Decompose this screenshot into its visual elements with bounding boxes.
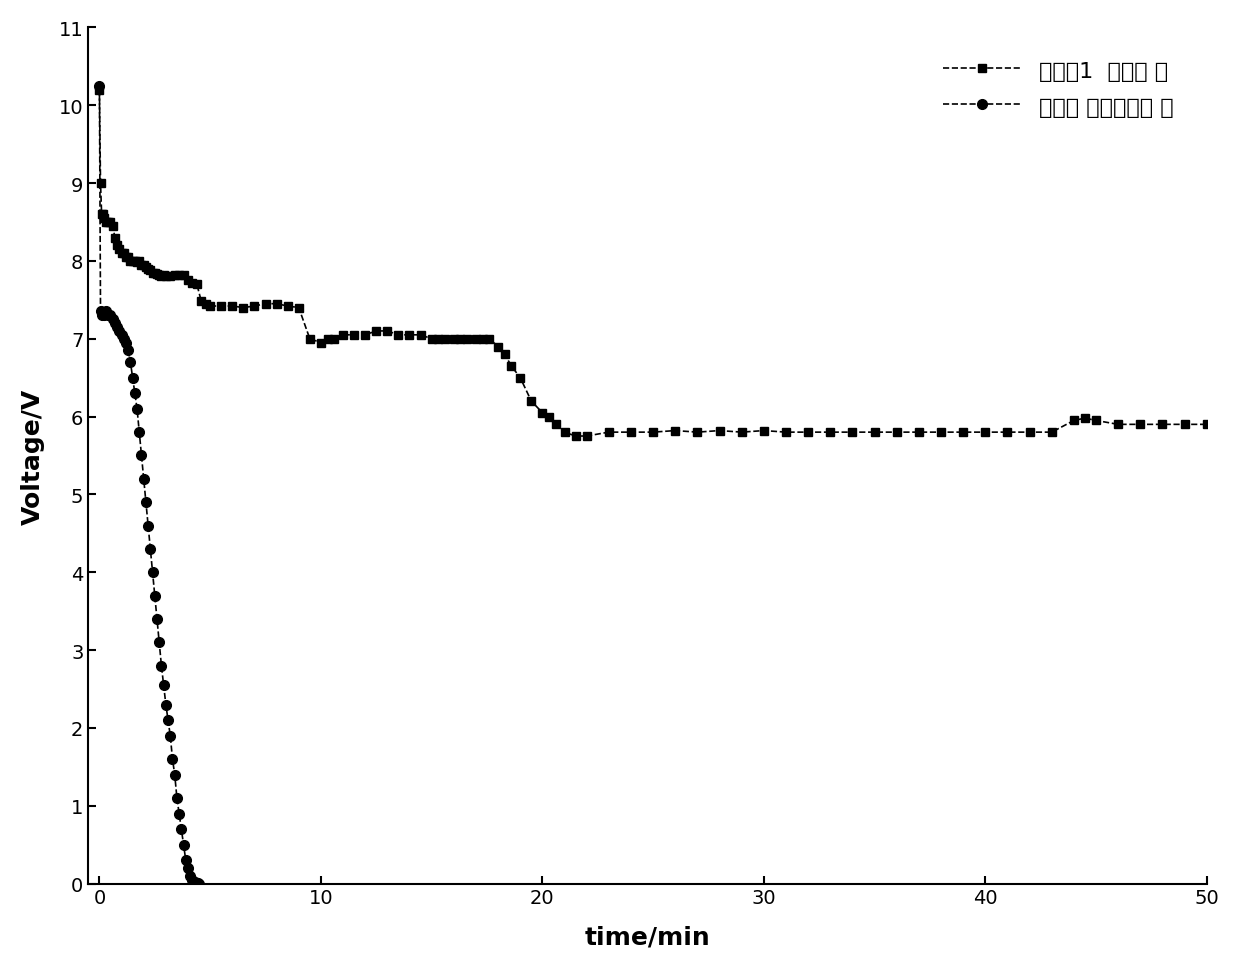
恒电流 密度启动方 法 bbox=[120, 345, 135, 357]
恒电流 密度启动方 法 bbox=[109, 322, 124, 333]
恒电流 密度启动方 法 bbox=[97, 310, 112, 322]
恒电流 密度启动方 法 bbox=[117, 333, 131, 345]
恒电流 密度启动方 法 bbox=[125, 372, 140, 384]
恒电流 密度启动方 法 bbox=[140, 520, 155, 532]
恒电流 密度启动方 法 bbox=[100, 310, 115, 322]
实施例1  启动方 法 bbox=[413, 329, 428, 341]
恒电流 密度启动方 法 bbox=[161, 714, 176, 726]
恒电流 密度启动方 法 bbox=[150, 613, 165, 625]
恒电流 密度启动方 法 bbox=[185, 874, 200, 886]
恒电流 密度启动方 法 bbox=[179, 855, 193, 866]
恒电流 密度启动方 法 bbox=[176, 839, 191, 851]
恒电流 密度启动方 法 bbox=[191, 878, 206, 890]
恒电流 密度启动方 法 bbox=[170, 793, 185, 804]
恒电流 密度启动方 法 bbox=[136, 474, 151, 485]
恒电流 密度启动方 法 bbox=[171, 808, 186, 820]
恒电流 密度启动方 法 bbox=[145, 567, 160, 578]
恒电流 密度启动方 法 bbox=[167, 769, 182, 781]
恒电流 密度启动方 法 bbox=[114, 329, 129, 341]
恒电流 密度启动方 法 bbox=[112, 326, 126, 337]
恒电流 密度启动方 法 bbox=[99, 306, 114, 318]
恒电流 密度启动方 法 bbox=[148, 590, 162, 602]
恒电流 密度启动方 法 bbox=[128, 388, 143, 399]
恒电流 密度启动方 法 bbox=[187, 876, 202, 888]
恒电流 密度启动方 法 bbox=[131, 427, 146, 439]
恒电流 密度启动方 法 bbox=[156, 679, 171, 691]
实施例1  启动方 法 bbox=[557, 427, 572, 439]
恒电流 密度启动方 法 bbox=[181, 862, 196, 874]
恒电流 密度启动方 法 bbox=[182, 870, 197, 882]
恒电流 密度启动方 法 bbox=[105, 314, 120, 326]
恒电流 密度启动方 法 bbox=[192, 878, 207, 890]
实施例1  启动方 法 bbox=[190, 279, 205, 291]
恒电流 密度启动方 法 bbox=[93, 306, 108, 318]
Y-axis label: Voltage/V: Voltage/V bbox=[21, 388, 45, 524]
Line: 恒电流 密度启动方 法: 恒电流 密度启动方 法 bbox=[94, 81, 203, 889]
实施例1  启动方 法 bbox=[1199, 420, 1214, 431]
恒电流 密度启动方 法 bbox=[130, 403, 145, 415]
恒电流 密度启动方 法 bbox=[165, 754, 180, 766]
实施例1  启动方 法 bbox=[92, 84, 107, 96]
恒电流 密度启动方 法 bbox=[92, 80, 107, 92]
恒电流 密度启动方 法 bbox=[159, 699, 174, 710]
恒电流 密度启动方 法 bbox=[108, 318, 123, 329]
恒电流 密度启动方 法 bbox=[154, 660, 169, 672]
实施例1  启动方 法 bbox=[513, 372, 528, 384]
恒电流 密度启动方 法 bbox=[103, 310, 118, 322]
Legend: 实施例1  启动方 法, 恒电流 密度启动方 法: 实施例1 启动方 法, 恒电流 密度启动方 法 bbox=[932, 47, 1184, 129]
实施例1  启动方 法 bbox=[689, 427, 704, 439]
恒电流 密度启动方 法 bbox=[162, 731, 177, 742]
恒电流 密度启动方 法 bbox=[143, 544, 157, 555]
实施例1  启动方 法 bbox=[568, 431, 583, 443]
恒电流 密度启动方 法 bbox=[134, 451, 149, 462]
X-axis label: time/min: time/min bbox=[585, 924, 711, 949]
恒电流 密度启动方 法 bbox=[94, 310, 109, 322]
实施例1  启动方 法 bbox=[1133, 420, 1148, 431]
恒电流 密度启动方 法 bbox=[119, 337, 134, 349]
恒电流 密度启动方 法 bbox=[174, 824, 188, 835]
恒电流 密度启动方 法 bbox=[190, 877, 205, 889]
恒电流 密度启动方 法 bbox=[151, 637, 166, 648]
恒电流 密度启动方 法 bbox=[123, 357, 138, 368]
恒电流 密度启动方 法 bbox=[139, 497, 154, 509]
Line: 实施例1  启动方 法: 实施例1 启动方 法 bbox=[95, 86, 1211, 441]
